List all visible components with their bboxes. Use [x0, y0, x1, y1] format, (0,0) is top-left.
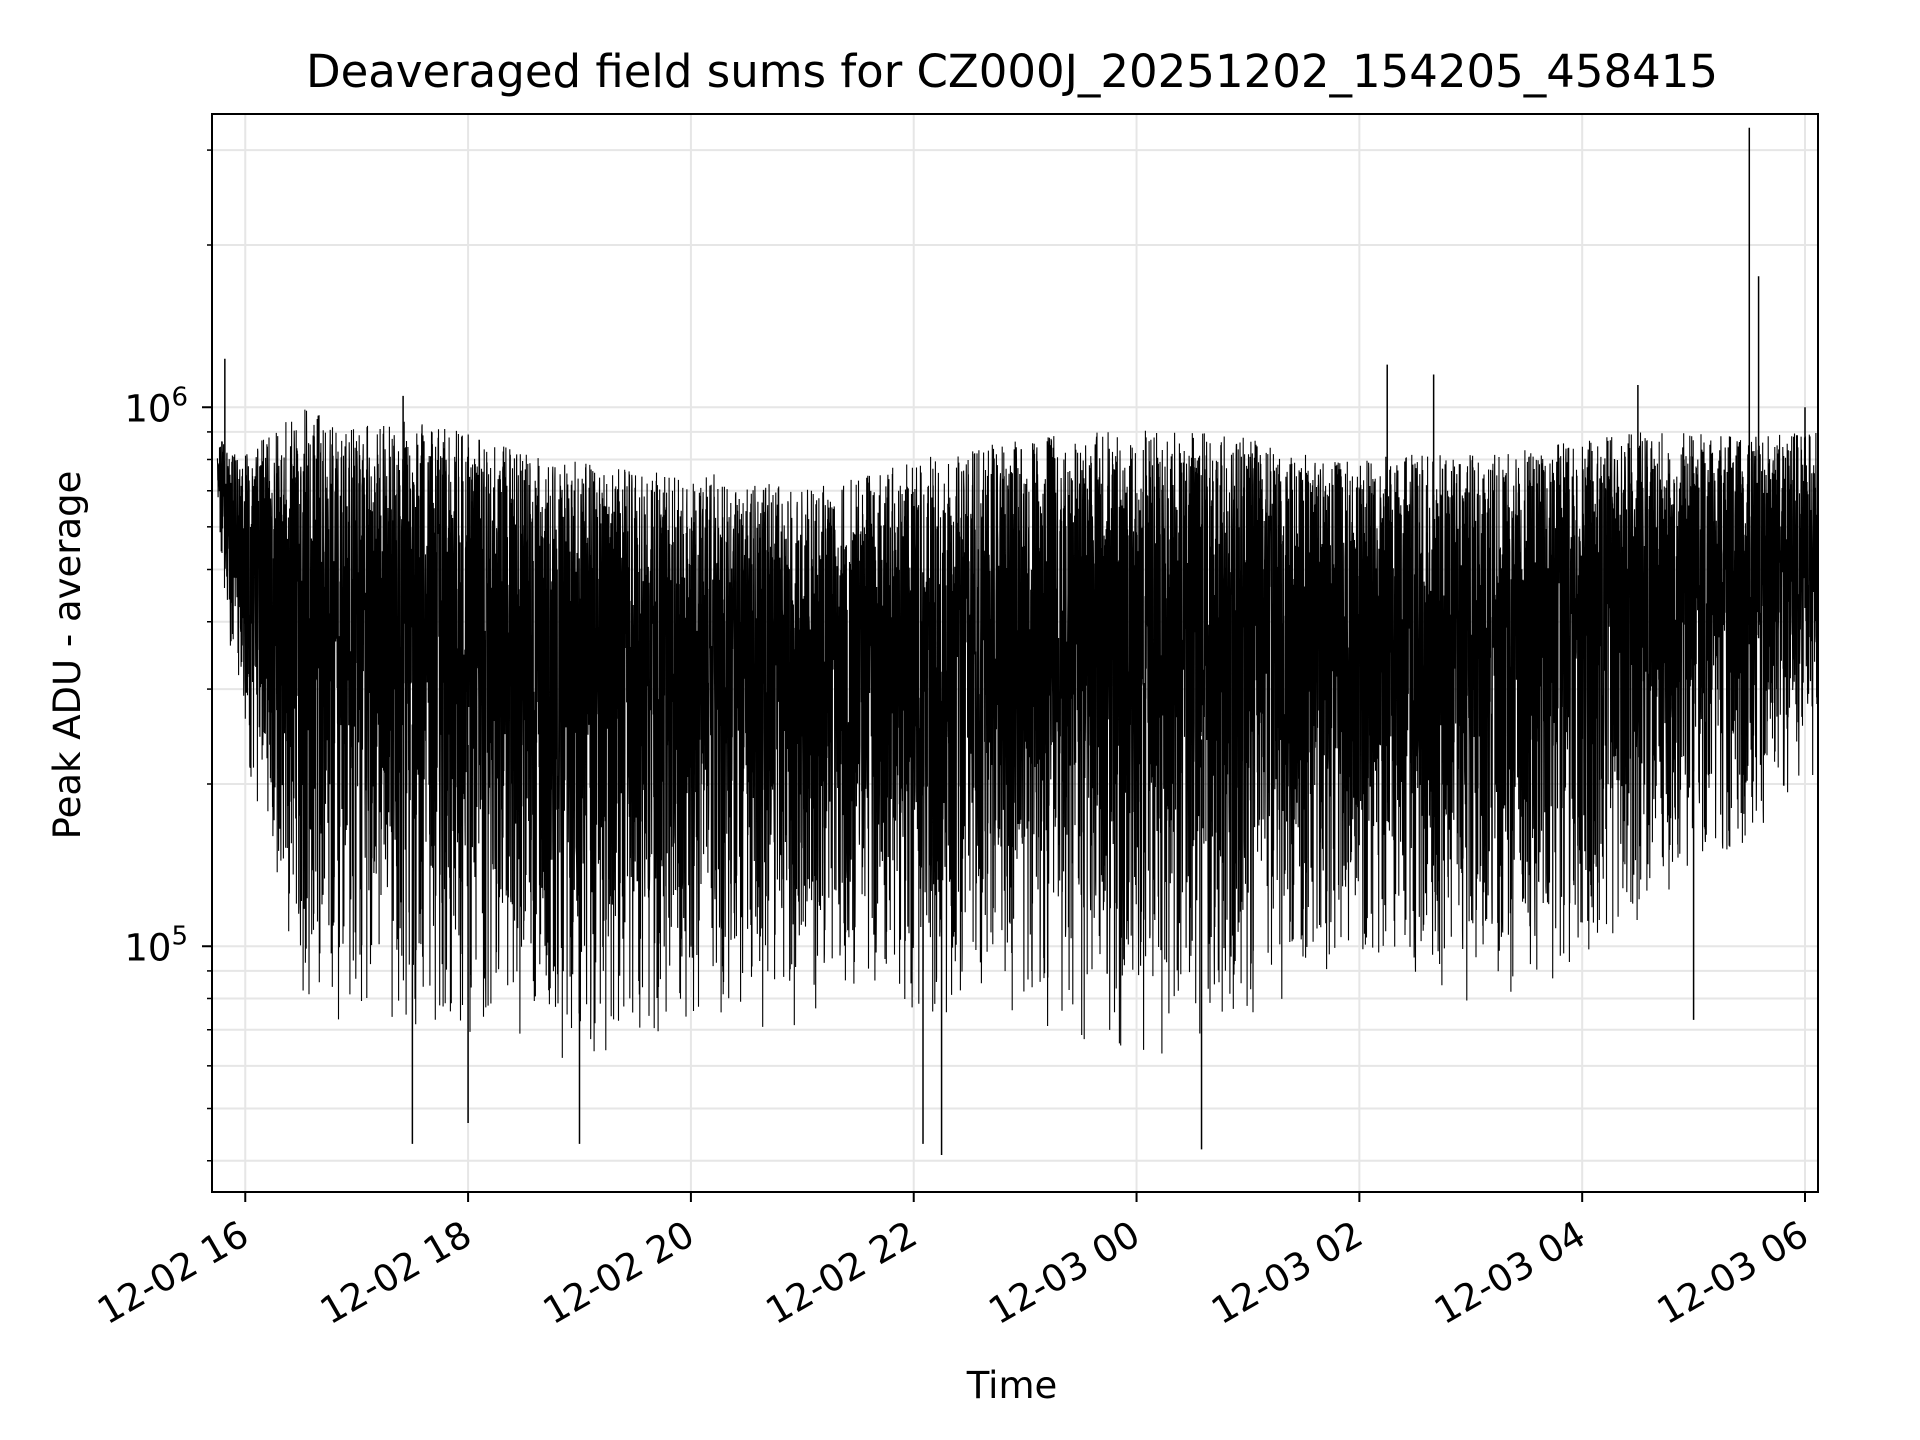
x-axis-label: Time [966, 1364, 1058, 1407]
plot-frame [211, 113, 1819, 1193]
y-tick-base: 10 [124, 387, 171, 430]
series-layer [216, 127, 1819, 1155]
y-tick-exponent: 5 [171, 921, 188, 951]
y-tick-base: 10 [124, 926, 171, 969]
y-tick-exponent: 6 [171, 382, 188, 412]
y-tick-label: 105 [124, 921, 188, 969]
chart-title: Deaveraged field sums for CZ000J_2025120… [306, 45, 1718, 98]
y-tick-label: 106 [124, 382, 188, 430]
y-axis-label: Peak ADU - average [46, 471, 89, 840]
series-line [216, 409, 1819, 1058]
